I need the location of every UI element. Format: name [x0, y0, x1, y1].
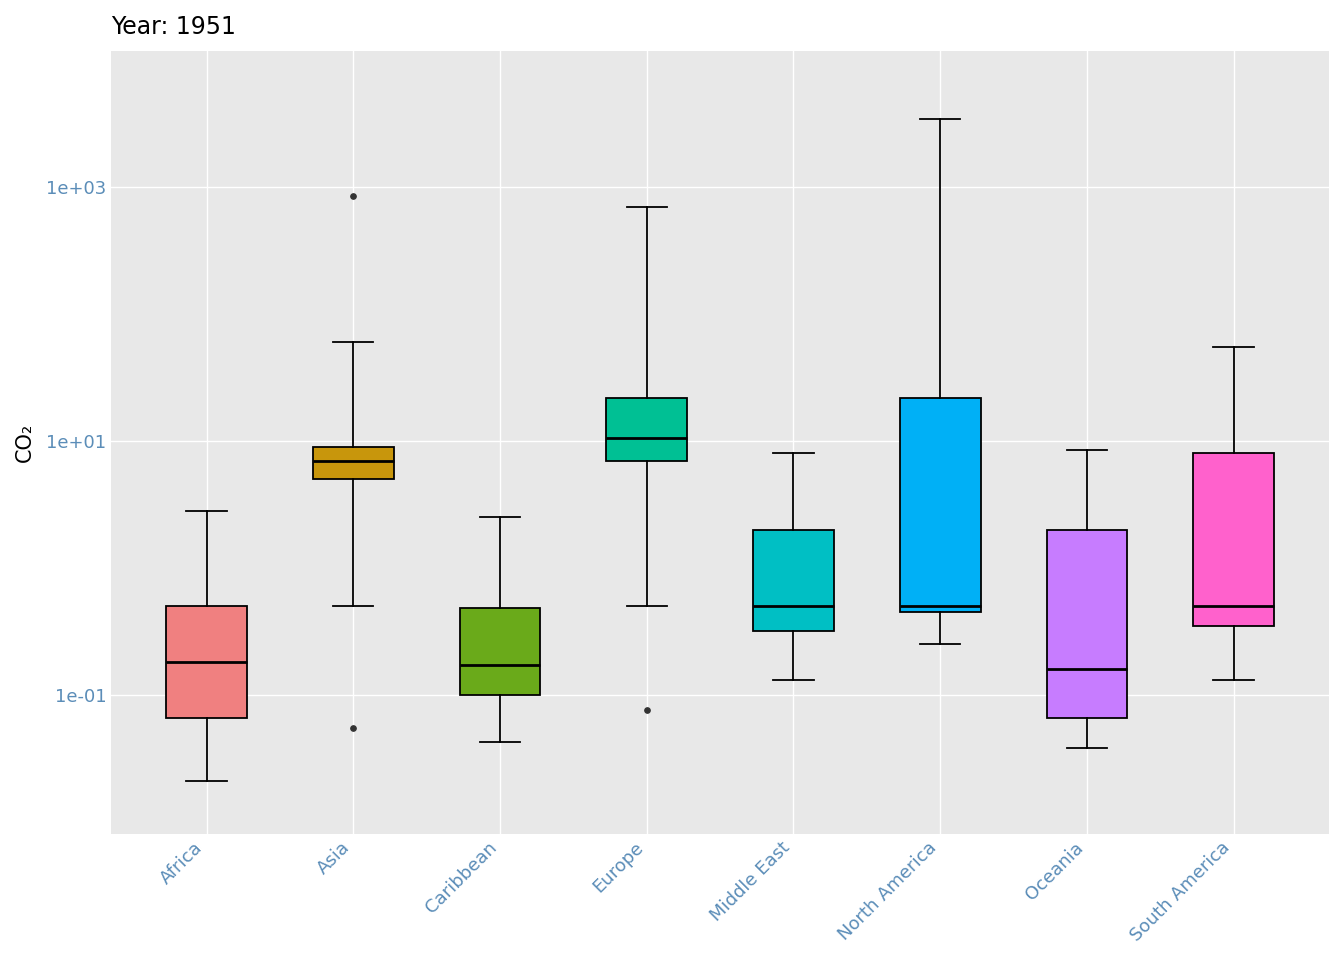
PathPatch shape — [1047, 530, 1128, 718]
PathPatch shape — [167, 606, 247, 718]
PathPatch shape — [753, 530, 833, 631]
PathPatch shape — [1193, 453, 1274, 626]
Y-axis label: CO₂: CO₂ — [15, 422, 35, 462]
PathPatch shape — [313, 446, 394, 479]
PathPatch shape — [460, 609, 540, 695]
PathPatch shape — [900, 397, 981, 612]
Text: Year: 1951: Year: 1951 — [112, 15, 237, 39]
PathPatch shape — [606, 397, 687, 461]
